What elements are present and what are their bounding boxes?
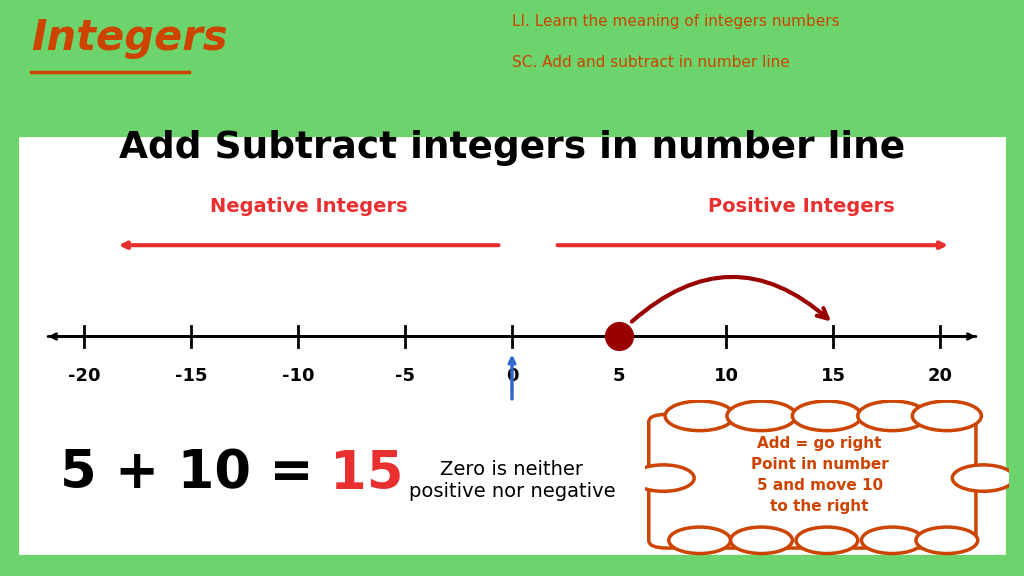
- Text: Add Subtract integers in number line: Add Subtract integers in number line: [119, 130, 905, 166]
- Circle shape: [858, 401, 927, 431]
- Circle shape: [727, 401, 796, 431]
- Text: Zero is neither
positive nor negative: Zero is neither positive nor negative: [409, 460, 615, 502]
- Circle shape: [912, 401, 981, 431]
- Text: -20: -20: [68, 367, 100, 385]
- Text: 15: 15: [820, 367, 846, 385]
- FancyArrowPatch shape: [632, 277, 827, 321]
- Text: 5: 5: [612, 367, 626, 385]
- Text: SC. Add and subtract in number line: SC. Add and subtract in number line: [512, 55, 790, 70]
- Text: Add = go right
Point in number
5 and move 10
to the right: Add = go right Point in number 5 and mov…: [751, 436, 889, 514]
- Text: 0: 0: [506, 367, 518, 385]
- Text: 5 + 10 =: 5 + 10 =: [59, 448, 332, 500]
- FancyBboxPatch shape: [649, 414, 976, 548]
- Circle shape: [669, 527, 730, 554]
- Circle shape: [793, 401, 861, 431]
- Circle shape: [633, 465, 694, 491]
- Text: 10: 10: [714, 367, 738, 385]
- Text: 15: 15: [330, 448, 403, 500]
- Text: Integers: Integers: [31, 17, 227, 59]
- Circle shape: [666, 401, 734, 431]
- Circle shape: [796, 527, 858, 554]
- Text: 20: 20: [928, 367, 952, 385]
- Circle shape: [952, 465, 1014, 491]
- Circle shape: [730, 527, 793, 554]
- Circle shape: [915, 527, 978, 554]
- Text: Positive Integers: Positive Integers: [708, 196, 894, 215]
- Text: -5: -5: [395, 367, 415, 385]
- Text: Negative Integers: Negative Integers: [210, 196, 408, 215]
- Circle shape: [861, 527, 924, 554]
- Text: -15: -15: [174, 367, 207, 385]
- Text: LI. Learn the meaning of integers numbers: LI. Learn the meaning of integers number…: [512, 14, 840, 29]
- Text: -10: -10: [282, 367, 314, 385]
